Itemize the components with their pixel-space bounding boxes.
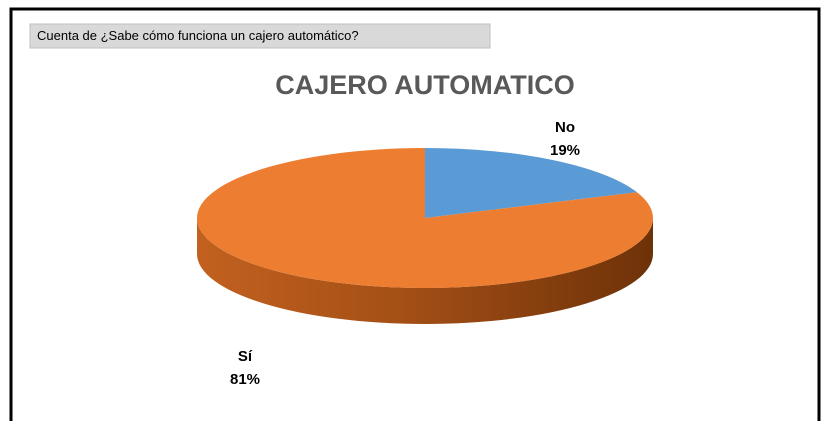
chart-title: CAJERO AUTOMATICO [275,70,575,100]
pie-slice [425,148,637,218]
pie-slice [196,148,653,288]
pie-side [197,218,653,324]
slice-value-label: 81% [230,371,260,388]
slice-value-label: 19% [550,142,580,159]
slice-category-label: No [555,119,575,136]
pivot-field-label: Cuenta de ¿Sabe cómo funciona un cajero … [37,28,359,43]
frame [9,7,821,421]
pivot-field-button[interactable] [29,23,491,49]
slice-category-label: Sí [238,348,253,365]
